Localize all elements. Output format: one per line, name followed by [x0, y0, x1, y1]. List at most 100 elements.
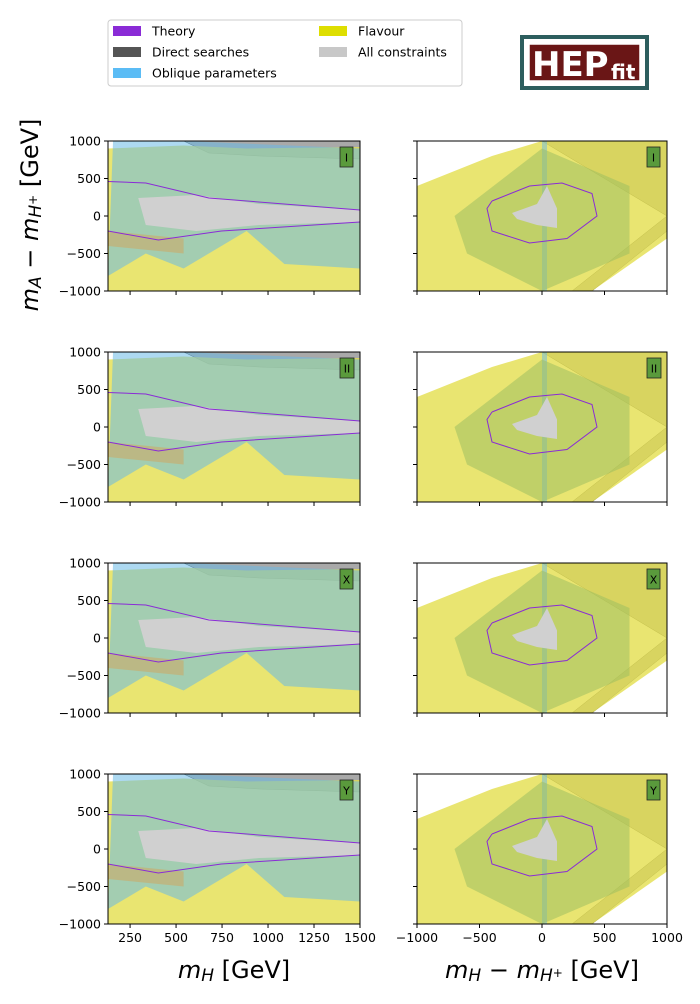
panel-badge-text: X	[343, 574, 351, 587]
theory-contour	[107, 814, 361, 874]
legend-box	[107, 19, 463, 87]
panel-badge	[339, 146, 354, 168]
axis-label-part: m	[445, 956, 468, 984]
x-tick-label: 750	[210, 930, 234, 945]
x-tick-label: 0	[538, 930, 546, 945]
y-tick-label: 0	[93, 420, 101, 435]
region-orange	[108, 231, 184, 254]
panel: I −1000 −500 0 500 1000	[59, 134, 361, 299]
axis-label-part: H	[201, 966, 214, 986]
y-tick-label: 500	[77, 804, 101, 819]
y-tick-label: 1000	[69, 134, 101, 149]
y-tick-label: −500	[67, 457, 101, 472]
region-light-gray	[138, 406, 360, 442]
y-tick-label: −1000	[59, 284, 101, 299]
theory-contour	[107, 392, 361, 452]
logo-inner	[528, 43, 641, 82]
logo-text: fit	[611, 60, 636, 84]
region-orange	[108, 442, 184, 465]
x-tick-label: −1000	[396, 930, 438, 945]
region-orange	[108, 864, 184, 887]
legend-swatch	[113, 68, 141, 78]
axis-label-part: [GeV]	[16, 119, 44, 195]
region-orange	[108, 653, 184, 676]
y-tick-label: −500	[67, 668, 101, 683]
x-tick-label: −500	[462, 930, 496, 945]
legend-label: Theory	[151, 24, 196, 39]
y-tick-label: 1000	[69, 556, 101, 571]
y-tick-label: 500	[77, 593, 101, 608]
legend-label: Direct searches	[152, 45, 249, 60]
theory-contour	[107, 181, 361, 241]
x-tick-label: 1000	[651, 930, 683, 945]
logo-text: HEP	[532, 45, 609, 85]
y-tick-label: 1000	[69, 345, 101, 360]
x-tick-label: 1500	[344, 930, 376, 945]
panel-badge	[646, 779, 661, 801]
x-tick-label: 1000	[252, 930, 284, 945]
panel-badge-text: X	[650, 574, 658, 587]
axis-label-part: −	[16, 241, 44, 276]
axis-label-part: [GeV]	[563, 956, 639, 984]
axis-label-part: H	[468, 966, 481, 986]
y-tick-label: 0	[93, 842, 101, 857]
axis-label-part: −	[481, 956, 516, 984]
panel-badge-text: II	[344, 363, 351, 376]
region-light-gray	[138, 195, 360, 231]
panel-badge-text: I	[652, 152, 655, 165]
axis-label-part: m	[178, 956, 201, 984]
theory-contour	[486, 604, 598, 666]
axis-label-part: m	[517, 956, 540, 984]
legend-label: Flavour	[358, 24, 405, 39]
panel-badge-text: I	[345, 152, 348, 165]
axis-label-part: m	[16, 288, 44, 311]
legend-swatch	[113, 26, 141, 36]
axis-label-part: m	[16, 218, 44, 241]
legend-swatch	[319, 47, 347, 57]
axis-label-part: +	[553, 966, 563, 980]
region-light-gray	[138, 828, 360, 864]
legend-label: All constraints	[358, 45, 447, 60]
panel: Y −1000 −500 0 500 1000	[396, 773, 683, 945]
y-tick-label: 1000	[69, 767, 101, 782]
region-light-gray	[512, 608, 557, 650]
y-tick-label: 0	[93, 209, 101, 224]
panel-badge	[339, 568, 354, 590]
theory-contour	[107, 603, 361, 663]
x-tick-label: 1250	[298, 930, 330, 945]
y-tick-label: 0	[93, 631, 101, 646]
y-tick-label: −1000	[59, 495, 101, 510]
theory-contour	[486, 393, 598, 455]
legend-label: Oblique parameters	[152, 66, 277, 81]
axis-label-part: [GeV]	[214, 956, 290, 984]
axis-label-part: +	[26, 195, 40, 205]
region-light-gray	[138, 617, 360, 653]
y-tick-label: 500	[77, 171, 101, 186]
legend-swatch	[113, 47, 141, 57]
panel-badge	[339, 357, 355, 379]
region-light-gray	[512, 819, 557, 861]
panel-badge-text: II	[651, 363, 658, 376]
y-tick-label: −500	[67, 246, 101, 261]
y-tick-label: −1000	[59, 917, 101, 932]
y-tick-label: −1000	[59, 706, 101, 721]
axis-label: mH [GeV]	[178, 956, 290, 986]
axis-label: mA − mH+ [GeV]	[16, 119, 46, 312]
axis-label-part: A	[26, 276, 46, 289]
panel: X	[413, 562, 668, 717]
x-tick-label: 250	[118, 930, 142, 945]
axis-label-part: H	[540, 966, 553, 986]
panel: X −1000 −500 0 500 1000	[59, 556, 361, 721]
x-tick-label: 500	[593, 930, 617, 945]
panel: II −1000 −500 0 500 1000	[59, 345, 361, 510]
panel: Y 250 500 750 1000 1250 1500 −1000 −500 0 500 1000	[59, 767, 376, 946]
legend-swatch	[319, 26, 347, 36]
panel: II	[413, 351, 668, 506]
region-light-gray	[512, 397, 557, 439]
y-tick-label: −500	[67, 879, 101, 894]
region-light-gray	[512, 186, 557, 228]
panel-badge	[646, 357, 662, 379]
theory-contour	[486, 815, 598, 877]
panel-badge	[339, 779, 354, 801]
